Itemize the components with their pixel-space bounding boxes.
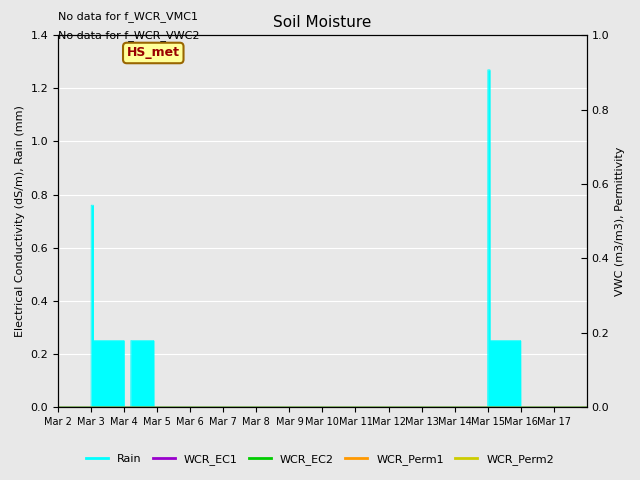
Text: No data for f_WCR_VWC2: No data for f_WCR_VWC2 — [58, 30, 199, 41]
Text: HS_met: HS_met — [127, 47, 180, 60]
Y-axis label: Electrical Conductivity (dS/m), Rain (mm): Electrical Conductivity (dS/m), Rain (mm… — [15, 105, 25, 337]
Text: No data for f_WCR_VMC1: No data for f_WCR_VMC1 — [58, 11, 198, 22]
Title: Soil Moisture: Soil Moisture — [273, 15, 372, 30]
Y-axis label: VWC (m3/m3), Permittivity: VWC (m3/m3), Permittivity — [615, 146, 625, 296]
Legend: Rain, WCR_EC1, WCR_EC2, WCR_Perm1, WCR_Perm2: Rain, WCR_EC1, WCR_EC2, WCR_Perm1, WCR_P… — [82, 450, 558, 469]
